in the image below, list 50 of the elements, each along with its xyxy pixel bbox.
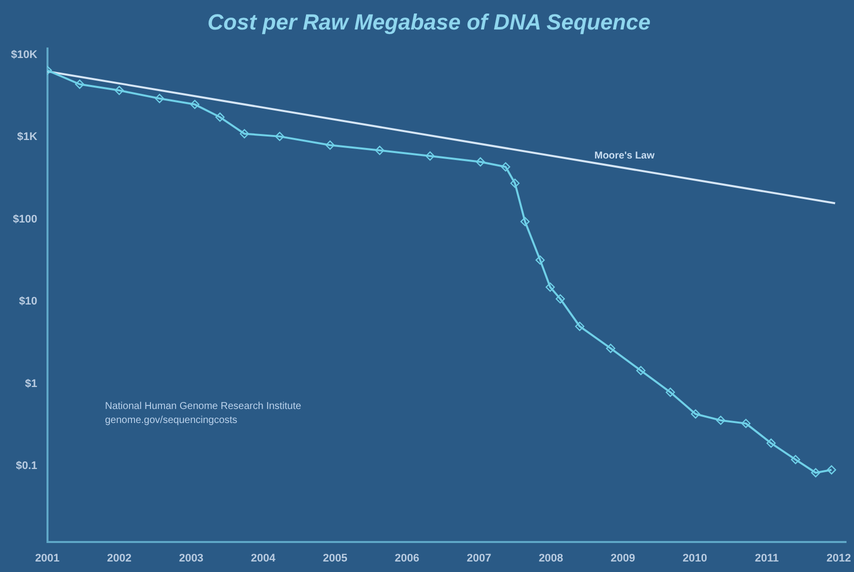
annotation: genome.gov/sequencingcosts — [105, 414, 238, 428]
point — [811, 468, 820, 478]
y-tick-label: $0.1 — [16, 460, 38, 472]
x-tick-label: 2007 — [466, 552, 492, 564]
point — [375, 146, 384, 155]
point — [275, 132, 284, 142]
x-tick-label: 2002 — [107, 552, 132, 564]
point — [501, 162, 510, 172]
x-tick-label: 2008 — [538, 552, 564, 564]
point — [666, 388, 675, 397]
point — [215, 112, 225, 122]
x-tick-label: 2005 — [322, 552, 348, 564]
x-tick-label: 2012 — [826, 552, 851, 564]
x-tick-label: 2004 — [250, 552, 276, 564]
point — [240, 129, 250, 138]
y-tick-label: $10 — [18, 296, 38, 308]
x-tick-label: 2001 — [35, 552, 60, 564]
x-tick-label: 2011 — [754, 552, 779, 564]
x-tick-label: 2003 — [178, 552, 204, 564]
x-tick-label: 2006 — [394, 552, 420, 564]
point — [510, 178, 520, 188]
y-tick-label: $1K — [17, 131, 38, 144]
point — [114, 86, 124, 96]
x-tick-label: 2010 — [682, 552, 708, 564]
point — [790, 454, 800, 464]
point — [190, 100, 200, 110]
point — [154, 94, 164, 104]
y-tick-label: $10K — [11, 48, 38, 61]
point — [741, 418, 751, 428]
point — [556, 294, 565, 304]
point — [325, 140, 335, 150]
point — [826, 465, 836, 474]
point — [520, 216, 530, 226]
annotation: National Human Genome Research Institute — [105, 400, 302, 414]
y-tick-label: $1 — [25, 378, 38, 390]
point — [75, 80, 84, 89]
point — [536, 255, 545, 265]
point — [766, 438, 776, 448]
series-label: Moore's Law — [594, 150, 655, 162]
x-tick-label: 2009 — [610, 552, 636, 564]
chart-title: Cost per Raw Megabase of DNA Sequence — [208, 9, 650, 34]
point — [690, 409, 700, 419]
point — [575, 322, 584, 331]
point — [425, 151, 435, 161]
point — [716, 416, 726, 425]
point — [606, 344, 616, 353]
point — [546, 282, 555, 292]
y-tick-label: $100 — [12, 213, 38, 226]
point — [476, 157, 486, 166]
point — [636, 366, 646, 376]
